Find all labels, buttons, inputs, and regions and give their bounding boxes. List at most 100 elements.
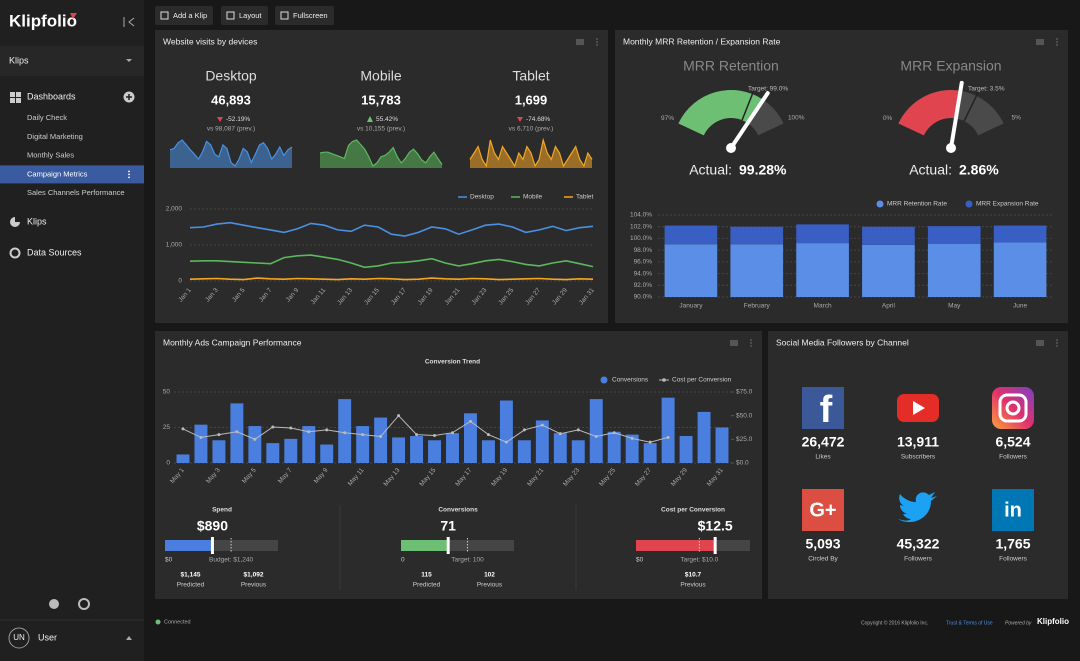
kpi-title: Cost per Conversion <box>661 507 725 514</box>
panel-title: Social Media Followers by Channel <box>776 337 909 347</box>
button-label[interactable]: Add a Klip <box>173 11 207 20</box>
actual-value: 2.86% <box>959 162 999 178</box>
line-point <box>594 434 598 438</box>
item-menu[interactable] <box>128 173 130 176</box>
panel-menu[interactable] <box>1056 41 1058 43</box>
bar <box>643 443 657 463</box>
dashboard-link[interactable]: Digital Marketing <box>27 132 83 141</box>
kpi-change: -52.19% <box>226 116 250 123</box>
legend-swatch <box>965 200 973 208</box>
button-icon <box>160 11 169 20</box>
panel-menu[interactable] <box>596 41 598 43</box>
toolbar-button[interactable] <box>221 6 268 25</box>
item-menu[interactable] <box>128 176 130 179</box>
bar <box>338 399 352 463</box>
bar <box>320 444 334 463</box>
panel-menu[interactable] <box>1056 339 1058 341</box>
menu-title[interactable]: Klips <box>9 55 29 65</box>
bar-segment <box>927 243 981 297</box>
panel-menu[interactable] <box>1056 342 1058 344</box>
gauge-needle <box>729 91 770 150</box>
gauge-fill <box>678 90 764 136</box>
comment-icon[interactable] <box>576 39 584 45</box>
bar <box>212 440 226 463</box>
stat-value: 102 <box>484 572 495 579</box>
item-menu[interactable] <box>128 170 130 173</box>
stat-value: $1,092 <box>244 572 264 579</box>
gauge-hub <box>726 143 736 153</box>
dashboard-link[interactable]: Monthly Sales <box>27 151 74 160</box>
bullet-bar <box>401 540 449 551</box>
comment-icon[interactable] <box>730 340 738 346</box>
stat-label: Previous <box>241 582 267 589</box>
stat-value: $10.7 <box>685 572 702 579</box>
button-icon <box>226 11 235 20</box>
gauge-target <box>963 90 980 122</box>
legend-swatch <box>600 376 608 384</box>
panel-menu[interactable] <box>750 339 752 341</box>
follower-label: Likes <box>815 454 831 461</box>
datasource-icon <box>9 247 21 259</box>
theme-icon[interactable] <box>78 598 90 610</box>
line-point <box>558 432 562 436</box>
bar <box>715 427 729 463</box>
bullet-track <box>165 540 278 551</box>
bar <box>553 433 567 463</box>
line-series <box>189 254 594 269</box>
dashboard-link[interactable]: Daily Check <box>27 113 67 122</box>
dashboard-link[interactable]: Sales Channels Performance <box>27 188 125 197</box>
user-name[interactable]: User <box>38 632 57 642</box>
stat-value: 115 <box>421 572 432 579</box>
toolbar-button[interactable] <box>155 6 213 25</box>
button-label[interactable]: Layout <box>239 11 262 20</box>
toolbar-button[interactable] <box>275 6 334 25</box>
instagram-icon <box>992 387 1034 429</box>
panel-menu[interactable] <box>1056 44 1058 46</box>
panel-menu[interactable] <box>750 342 752 344</box>
stat-label: Previous <box>680 582 706 589</box>
button-label[interactable]: Fullscreen <box>293 11 328 20</box>
kpi-change: -74.68% <box>526 116 550 123</box>
actual-value: 99.28% <box>739 162 787 178</box>
bar-segment <box>730 226 784 245</box>
y-tick-label: 0 <box>166 460 170 467</box>
legend-label: Mobile <box>523 194 543 201</box>
help-icon[interactable] <box>49 599 59 609</box>
line-point <box>325 428 329 432</box>
panel-menu[interactable] <box>596 38 598 40</box>
panel-menu[interactable] <box>596 44 598 46</box>
bar <box>356 426 370 463</box>
panel-menu[interactable] <box>750 345 752 347</box>
menu-bar[interactable] <box>0 46 144 76</box>
sparkline-fill <box>320 140 442 168</box>
follower-count: 1,765 <box>995 536 1030 552</box>
nav-item[interactable]: Klips <box>27 216 47 226</box>
bar <box>284 438 298 463</box>
terms-link[interactable]: Trust & Terms of Use <box>946 620 993 626</box>
bar <box>481 440 495 463</box>
comment-icon[interactable] <box>1036 340 1044 346</box>
bar <box>571 440 585 463</box>
gauge-min: 0% <box>883 115 893 122</box>
stat-value: $1,145 <box>181 572 201 579</box>
follower-count: 45,322 <box>897 536 940 552</box>
nav-item[interactable]: Dashboards <box>27 91 76 101</box>
bar <box>374 417 388 463</box>
panel-menu[interactable] <box>1056 345 1058 347</box>
y-tick-label: 0 <box>178 278 182 285</box>
line-point <box>397 414 401 418</box>
legend-label: Conversions <box>612 377 649 384</box>
bar <box>392 437 406 463</box>
nav-item[interactable]: Data Sources <box>27 247 82 257</box>
x-tick-label: 0 <box>401 557 405 564</box>
sparkline <box>469 137 593 168</box>
bar <box>589 399 603 463</box>
follower-label: Subscribers <box>901 454 936 461</box>
comment-icon[interactable] <box>1036 39 1044 45</box>
line-point <box>576 428 580 432</box>
dashboard-link[interactable]: Campaign Metrics <box>27 169 88 178</box>
gauge-max: 5% <box>1012 114 1022 121</box>
panel-menu[interactable] <box>1056 38 1058 40</box>
line-point <box>307 430 311 434</box>
bar <box>446 433 459 463</box>
